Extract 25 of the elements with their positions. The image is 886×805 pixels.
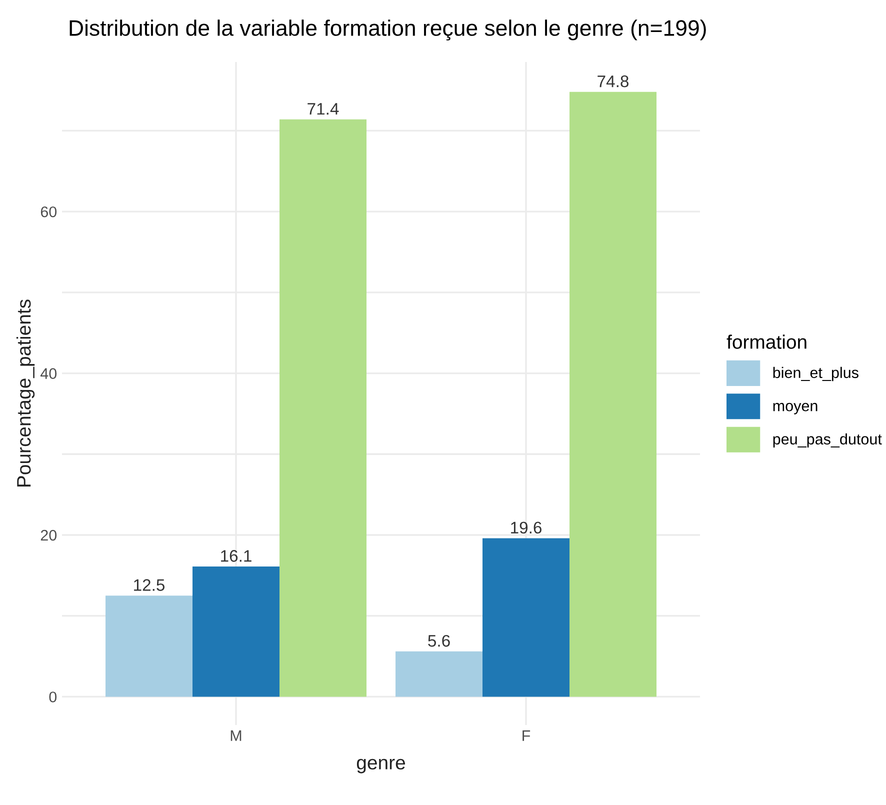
y-tick-label: 60: [40, 206, 57, 218]
legend-label: bien_et_plus: [773, 366, 858, 382]
y-tick-label: 20: [40, 530, 57, 541]
bar: [192, 566, 280, 697]
y-axis-title: Pourcentage_patients: [16, 300, 35, 486]
bar: [106, 596, 192, 697]
chart-title: Distribution de la variable formation reçue selon le genre (n=199): [70, 20, 706, 40]
bar: [280, 119, 366, 697]
data-label: 16.1: [221, 550, 252, 562]
legend-label: peu_pas_dutout: [773, 433, 882, 448]
data-label: 74.8: [598, 75, 628, 88]
data-label: 19.6: [511, 522, 542, 534]
data-label: 5.6: [428, 634, 450, 647]
legend-label: moyen: [773, 402, 818, 414]
y-tick-label: 40: [40, 368, 57, 379]
bar: [570, 92, 656, 697]
y-tick-label: 0: [49, 692, 57, 702]
bar: [482, 538, 570, 697]
data-label: 12.5: [134, 579, 165, 591]
legend-title: formation: [726, 334, 806, 349]
bar: [396, 651, 482, 697]
x-tick-label: F: [522, 730, 530, 741]
x-tick-label: M: [230, 730, 242, 741]
data-label: 71.4: [308, 103, 339, 115]
x-axis-title: genre: [356, 758, 406, 774]
